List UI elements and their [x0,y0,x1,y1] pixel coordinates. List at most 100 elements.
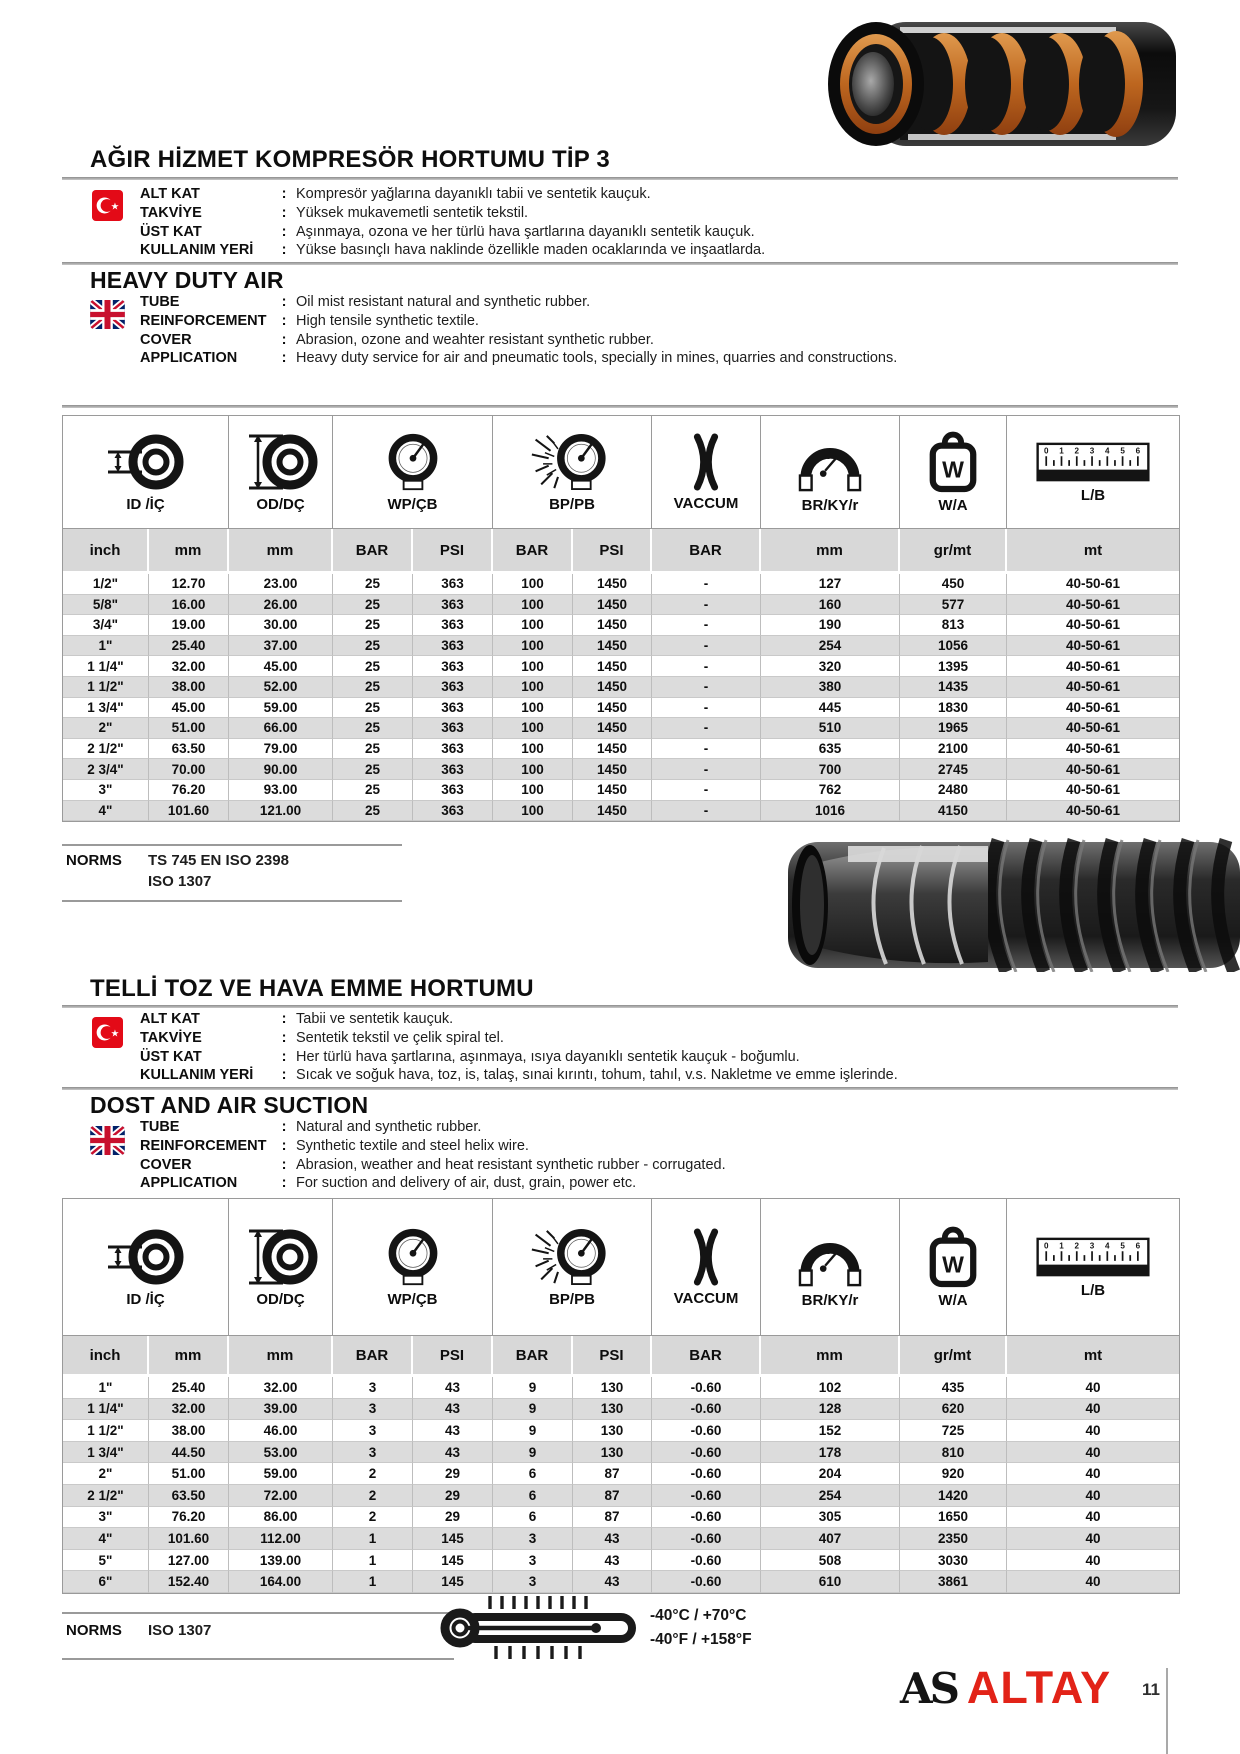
table-cell: 40 [1007,1441,1179,1464]
table-cell: 130 [573,1377,652,1399]
table-cell: 40-50-61 [1007,759,1179,780]
spec-value: Natural and synthetic rubber. [296,1119,482,1135]
table-cell: 25 [333,800,413,822]
unit-header-cell: BAR [493,1336,573,1377]
column-burst-pressure: BP/PB [493,1199,652,1336]
spec-value: Oil mist resistant natural and synthetic… [296,294,591,310]
spec-colon: : [281,1029,287,1046]
table-cell: 1450 [573,779,652,801]
table-cell: 43 [413,1377,493,1399]
table-row: 1 1/2" 38.00 46.00 3 43 9 130 -0.60 152 725 40 [63,1420,1179,1442]
table-cell: 40 [1007,1528,1179,1550]
column-label: ID /İÇ [126,1290,165,1308]
working-pressure-gauge-icon [380,1227,446,1287]
divider [62,1612,454,1614]
table-cell: 43 [573,1571,652,1593]
table-cell: 160 [761,594,900,616]
table-cell: 3861 [900,1571,1007,1593]
table-cell: 363 [413,594,493,616]
table-cell: -0.60 [652,1484,761,1507]
table-cell: 2745 [900,759,1007,780]
spec-label: COVER [140,331,192,348]
unit-header-cell: gr/mt [900,1336,1007,1377]
table-cell: - [652,718,761,739]
table-cell: 37.00 [229,635,333,657]
table-cell: 635 [761,738,900,760]
unit-header-cell: PSI [573,529,652,574]
table-cell: 407 [761,1528,900,1550]
table-row: 3" 76.20 93.00 25 363 100 1450-762 2480 40-50-61 [63,779,1179,801]
table-cell: 1450 [573,718,652,739]
table-cell: - [652,635,761,657]
table-cell: 1450 [573,759,652,780]
table-cell: 32.00 [229,1377,333,1399]
table-cell: 577 [900,594,1007,616]
table-cell: 25 [333,594,413,616]
table-cell: 46.00 [229,1420,333,1442]
unit-header-cell: BAR [333,1336,413,1377]
table-cell: 363 [413,676,493,698]
table-cell: 59.00 [229,1463,333,1485]
table-cell: 3030 [900,1549,1007,1572]
table-cell: 6" [63,1571,149,1593]
table-cell: 25 [333,615,413,636]
table-cell: 45.00 [229,656,333,677]
table-row: 1 3/4" 44.50 53.00 3 43 9 130 -0.60 178 810 40 [63,1441,1179,1464]
norms-value: ISO 1307 [148,873,212,890]
table-cell: 1450 [573,697,652,719]
table-cell: 121.00 [229,800,333,822]
vacuum-icon [677,433,735,491]
table-row: 6" 152.40 164.00 1 145 3 43 -0.60 610 3861 40 [63,1571,1179,1593]
table-cell: 25 [333,697,413,719]
spec-row: ALT KAT : Kompresör yağlarına dayanıklı … [140,185,1160,204]
norms-value: TS 745 EN ISO 2398 [148,852,289,869]
table-cell: 40-50-61 [1007,615,1179,636]
section2-specs-turkish: ALT KAT : Tabii ve sentetik kauçuk. TAKV… [140,1010,1160,1085]
spec-value: Abrasion, weather and heat resistant syn… [296,1156,726,1173]
spec-label: ÜST KAT [140,223,202,240]
table-cell: 363 [413,615,493,636]
table-cell: 40-50-61 [1007,697,1179,719]
section1-title-english: HEAVY DUTY AIR [90,267,284,293]
table-cell: 363 [413,800,493,822]
table-cell: 1450 [573,800,652,822]
table-cell: 2 [333,1484,413,1507]
table-cell: 435 [900,1377,1007,1399]
table-cell: 1 [333,1549,413,1572]
divider [62,900,402,902]
table-cell: 25 [333,738,413,760]
spec-colon: : [281,1048,287,1065]
table-cell: 3 [333,1420,413,1442]
column-inner-diameter: ID /İÇ [63,1199,229,1336]
table-cell: 9 [493,1420,573,1442]
divider [62,1087,1178,1090]
table-row: 2 3/4" 70.00 90.00 25 363 100 1450-700 2745 40-5… [63,759,1179,780]
table-cell: 130 [573,1398,652,1421]
spec-colon: : [281,1137,287,1154]
temperature-celsius: -40°C / +70°C [650,1607,747,1624]
spec-row: APPLICATION : Heavy duty service for air… [140,349,1160,368]
table-cell: 810 [900,1441,1007,1464]
unit-header-cell: BAR [652,1336,761,1377]
units-header-row: inch mm mm BAR PSI BAR PSI BAR mm gr/mt mt [63,1336,1179,1377]
table-cell: 100 [493,594,573,616]
table-cell: 40-50-61 [1007,594,1179,616]
table-cell: 1 3/4" [63,697,149,719]
thermometer-icon [440,1596,636,1659]
table-cell: 145 [413,1549,493,1572]
spec-label: ALT KAT [140,1011,200,1027]
column-vacuum: VACCUM [652,416,761,529]
table-cell: 5/8" [63,594,149,616]
table-cell: 63.50 [149,1484,229,1507]
table-cell: 25 [333,656,413,677]
table-cell: 25 [333,574,413,595]
table-cell: 44.50 [149,1441,229,1464]
spec-value: Kompresör yağlarına dayanıklı tabii ve s… [296,186,651,202]
table-cell: 100 [493,656,573,677]
table-cell: 920 [900,1463,1007,1485]
table-cell: 5" [63,1549,149,1572]
table-cell: 700 [761,759,900,780]
table-cell: 127 [761,574,900,595]
table-cell: 29 [413,1463,493,1485]
divider [62,1005,1178,1008]
